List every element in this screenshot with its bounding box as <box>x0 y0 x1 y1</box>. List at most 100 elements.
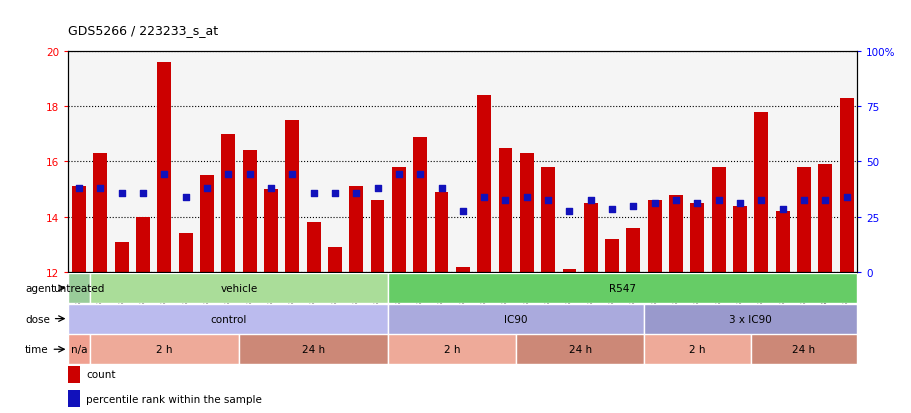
Text: 2 h: 2 h <box>689 344 705 354</box>
Bar <box>473 52 495 273</box>
Bar <box>221 135 235 273</box>
Point <box>690 200 704 207</box>
Bar <box>643 52 665 273</box>
Bar <box>179 234 192 273</box>
Point <box>647 200 661 207</box>
Bar <box>750 52 771 273</box>
Point <box>327 190 342 197</box>
Bar <box>626 228 640 273</box>
Bar <box>370 201 384 273</box>
Point <box>391 171 405 178</box>
Bar <box>600 52 622 273</box>
Point <box>796 197 811 204</box>
Bar <box>89 273 388 303</box>
Bar <box>669 195 682 273</box>
Bar <box>302 52 324 273</box>
Text: 2 h: 2 h <box>156 344 172 354</box>
Point <box>413 171 427 178</box>
Bar <box>93 154 107 273</box>
Text: R547: R547 <box>609 283 636 293</box>
Bar <box>115 242 128 273</box>
Bar <box>456 267 469 273</box>
Bar <box>732 206 746 273</box>
Bar <box>476 96 490 273</box>
Bar <box>89 335 239 364</box>
Point <box>349 190 363 197</box>
Bar <box>711 168 725 273</box>
Bar <box>839 99 853 273</box>
Bar <box>239 52 260 273</box>
Point <box>220 171 235 178</box>
Bar <box>771 52 793 273</box>
Bar <box>68 391 80 408</box>
Bar <box>516 335 643 364</box>
Point <box>72 185 87 192</box>
Point <box>284 171 299 178</box>
Bar <box>366 52 388 273</box>
Text: GDS5266 / 223233_s_at: GDS5266 / 223233_s_at <box>68 24 219 37</box>
Point <box>114 190 128 197</box>
Bar <box>498 148 512 273</box>
Bar <box>154 52 175 273</box>
Bar <box>263 190 278 273</box>
Bar <box>388 273 856 303</box>
Bar <box>68 273 89 303</box>
Bar <box>643 335 750 364</box>
Bar <box>239 335 388 364</box>
Text: 24 h: 24 h <box>792 344 814 354</box>
Point <box>519 195 534 201</box>
Bar <box>388 52 409 273</box>
Point <box>434 185 448 192</box>
Point <box>476 195 491 201</box>
Text: IC90: IC90 <box>504 314 527 324</box>
Point <box>711 197 725 204</box>
Point <box>242 171 257 178</box>
Point <box>561 209 576 215</box>
Point <box>179 195 193 201</box>
Bar <box>158 63 171 273</box>
Bar <box>537 52 558 273</box>
Bar <box>200 176 214 273</box>
Bar <box>242 151 256 273</box>
Text: 2 h: 2 h <box>444 344 460 354</box>
Bar <box>413 137 426 273</box>
Bar <box>136 217 149 273</box>
Bar <box>328 248 342 273</box>
Bar <box>622 52 643 273</box>
Text: untreated: untreated <box>54 283 105 293</box>
Bar <box>793 52 814 273</box>
Point <box>136 190 150 197</box>
Bar <box>750 335 856 364</box>
Bar <box>68 52 89 273</box>
Bar <box>817 165 832 273</box>
Bar <box>68 335 89 364</box>
Text: control: control <box>210 314 246 324</box>
Point <box>838 195 853 201</box>
Point <box>263 185 278 192</box>
Bar <box>516 52 537 273</box>
Bar <box>540 168 555 273</box>
Bar <box>324 52 345 273</box>
Bar <box>306 223 320 273</box>
Bar <box>392 168 405 273</box>
Bar <box>72 187 86 273</box>
Bar <box>579 52 600 273</box>
Point <box>370 185 384 192</box>
Bar <box>68 366 80 383</box>
Bar <box>665 52 686 273</box>
Bar <box>686 52 707 273</box>
Bar <box>605 240 619 273</box>
Text: 24 h: 24 h <box>302 344 325 354</box>
Text: 24 h: 24 h <box>568 344 591 354</box>
Point <box>583 197 598 204</box>
Point <box>732 200 746 207</box>
Bar <box>89 52 111 273</box>
Bar <box>814 52 835 273</box>
Text: time: time <box>25 344 64 354</box>
Bar <box>132 52 154 273</box>
Bar <box>643 304 856 334</box>
Bar <box>430 52 452 273</box>
Bar <box>260 52 281 273</box>
Text: vehicle: vehicle <box>220 283 257 293</box>
Bar <box>349 187 363 273</box>
